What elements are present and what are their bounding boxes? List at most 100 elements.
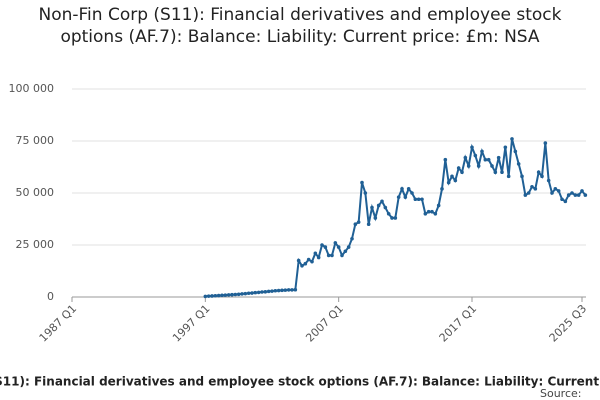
data-point xyxy=(293,287,298,292)
data-point xyxy=(226,293,231,297)
y-tick-label: 100 000 xyxy=(9,82,55,95)
data-point xyxy=(340,253,344,258)
data-point xyxy=(556,189,561,193)
data-point xyxy=(456,166,461,170)
data-point xyxy=(410,191,414,195)
data-point xyxy=(240,292,244,296)
data-point xyxy=(273,288,278,293)
data-point xyxy=(486,157,491,162)
data-point xyxy=(393,216,398,220)
data-point xyxy=(286,288,291,292)
data-point xyxy=(433,212,438,216)
data-point xyxy=(260,290,264,294)
y-tick-label: 75 000 xyxy=(16,134,55,147)
data-point xyxy=(516,162,521,166)
x-tick-label: 2025 Q3 xyxy=(547,302,590,345)
data-point xyxy=(336,245,341,249)
data-point xyxy=(303,261,308,266)
data-point xyxy=(513,149,518,154)
data-point xyxy=(313,251,318,256)
data-point xyxy=(213,293,218,298)
data-point xyxy=(243,291,248,296)
data-point xyxy=(443,157,448,162)
data-point xyxy=(276,288,281,293)
y-tick-label: 50 000 xyxy=(16,186,55,199)
x-tick-label: 1997 Q1 xyxy=(170,302,213,345)
data-point xyxy=(416,197,421,202)
data-point xyxy=(326,253,331,258)
data-point xyxy=(246,291,251,296)
data-point xyxy=(403,195,408,199)
data-point xyxy=(373,216,378,220)
data-point xyxy=(550,191,554,195)
data-point xyxy=(560,197,564,202)
data-point xyxy=(573,193,578,197)
data-point xyxy=(540,174,544,179)
data-point xyxy=(366,222,371,226)
data-point xyxy=(236,292,241,297)
data-point xyxy=(470,145,474,150)
data-point xyxy=(483,157,488,162)
data-point xyxy=(453,178,458,183)
data-point xyxy=(386,212,391,216)
x-tick-label: 1987 Q1 xyxy=(37,302,80,345)
data-point xyxy=(440,187,444,191)
data-point xyxy=(520,174,524,179)
data-point xyxy=(270,289,274,293)
data-point xyxy=(220,293,224,298)
data-point xyxy=(450,174,454,179)
data-point xyxy=(316,255,321,260)
data-point xyxy=(580,189,584,193)
data-point xyxy=(406,187,411,191)
data-point xyxy=(463,155,468,160)
data-point xyxy=(420,197,424,202)
data-point xyxy=(206,294,211,298)
data-point xyxy=(230,292,234,297)
data-point xyxy=(510,137,514,141)
data-point xyxy=(383,205,388,210)
chart-title: Non-Fin Corp (S11): Financial derivative… xyxy=(38,5,562,47)
data-point xyxy=(356,220,361,224)
data-point xyxy=(263,290,268,294)
data-point xyxy=(536,170,541,174)
data-point xyxy=(280,288,284,293)
data-point xyxy=(413,197,418,202)
data-point xyxy=(543,141,548,145)
y-tick-label: 25 000 xyxy=(16,238,55,251)
data-point xyxy=(526,191,531,195)
data-point xyxy=(460,170,464,174)
data-point xyxy=(583,193,588,197)
data-point xyxy=(296,258,301,263)
data-point xyxy=(203,294,208,299)
data-point xyxy=(216,293,221,298)
data-point xyxy=(253,290,258,295)
data-point xyxy=(400,187,404,191)
data-point xyxy=(320,243,324,247)
data-point xyxy=(360,180,364,185)
data-point xyxy=(396,195,401,199)
x-tick-label: 2007 Q1 xyxy=(303,302,346,345)
source: Source: xyxy=(540,387,582,400)
data-point xyxy=(523,193,528,197)
data-point xyxy=(306,257,311,262)
data-point xyxy=(533,187,538,191)
data-point xyxy=(506,174,511,179)
data-point xyxy=(493,170,498,174)
x-axis-label: Non-Fin Corp (S11): Financial derivative… xyxy=(0,375,600,389)
data-point xyxy=(353,222,358,226)
data-point xyxy=(233,292,238,297)
data-point xyxy=(256,290,261,295)
data-point xyxy=(563,199,568,204)
data-point xyxy=(500,170,504,174)
data-point xyxy=(553,187,558,191)
data-point xyxy=(210,294,214,298)
data-point xyxy=(390,216,394,220)
data-point xyxy=(266,289,271,294)
data-point xyxy=(446,180,451,185)
data-point xyxy=(363,191,368,195)
data-point xyxy=(496,155,501,160)
data-point xyxy=(323,245,328,249)
data-point xyxy=(473,153,478,158)
